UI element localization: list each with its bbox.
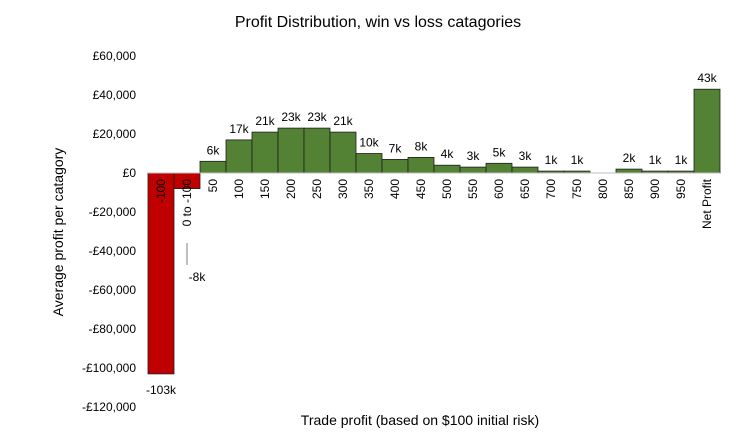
bar — [329, 131, 357, 174]
x-tick-label: 200 — [284, 179, 298, 199]
y-axis-label: Average profit per catagory — [50, 147, 66, 317]
bar — [693, 88, 721, 174]
data-label: 21k — [255, 114, 275, 128]
bar — [615, 168, 643, 174]
y-tick-label: -£40,000 — [89, 244, 137, 258]
data-label: 1k — [571, 153, 585, 167]
data-label: 6k — [207, 143, 221, 157]
x-tick-label: 400 — [388, 179, 402, 199]
x-tick-label: 550 — [466, 179, 480, 199]
y-tick-label: £20,000 — [93, 127, 137, 141]
data-label: -103k — [146, 383, 177, 397]
data-label: 1k — [649, 153, 663, 167]
bar — [407, 156, 435, 174]
x-tick-label: -100 — [154, 179, 168, 203]
data-label: 17k — [229, 122, 249, 136]
chart-title: Profit Distribution, win vs loss catagor… — [234, 14, 522, 31]
x-tick-label: 600 — [492, 179, 506, 199]
x-tick-label: 850 — [622, 179, 636, 199]
bar — [459, 166, 487, 174]
data-label: 1k — [545, 153, 559, 167]
data-label: 23k — [281, 110, 301, 124]
x-tick-label: 300 — [336, 179, 350, 199]
data-label: 5k — [493, 145, 507, 159]
y-tick-label: -£20,000 — [89, 205, 137, 219]
data-label: 4k — [441, 147, 455, 161]
y-tick-label: -£60,000 — [89, 283, 137, 297]
data-label: 2k — [623, 151, 637, 165]
data-label: 10k — [359, 136, 379, 150]
y-tick-label: -£80,000 — [89, 322, 137, 336]
x-tick-label: 800 — [596, 179, 610, 199]
data-label: 3k — [519, 149, 533, 163]
bar — [225, 139, 253, 174]
bar — [147, 172, 175, 375]
x-tick-label: 0 to -100 — [180, 179, 194, 227]
bar — [381, 158, 409, 174]
x-tick-label: 700 — [544, 179, 558, 199]
x-tick-label: 100 — [232, 179, 246, 199]
data-label: 23k — [307, 110, 327, 124]
x-tick-label: 650 — [518, 179, 532, 199]
bar — [355, 153, 383, 174]
x-tick-label: 950 — [674, 179, 688, 199]
data-label: 21k — [333, 114, 353, 128]
x-tick-label: 500 — [440, 179, 454, 199]
data-label: 1k — [675, 153, 689, 167]
y-tick-label: -£120,000 — [82, 400, 136, 414]
bar — [277, 127, 305, 174]
data-label: -8k — [189, 270, 207, 284]
bar — [485, 162, 513, 174]
x-tick-label: 50 — [206, 179, 220, 193]
data-label: 7k — [389, 141, 403, 155]
x-tick-label: 350 — [362, 179, 376, 199]
bar — [433, 164, 461, 174]
bar — [199, 160, 227, 174]
bar — [251, 131, 279, 174]
data-label: 43k — [697, 71, 717, 85]
x-tick-label: 750 — [570, 179, 584, 199]
y-tick-label: £40,000 — [93, 88, 137, 102]
x-tick-label: 450 — [414, 179, 428, 199]
x-tick-label: 150 — [258, 179, 272, 199]
y-tick-label: £60,000 — [93, 49, 137, 63]
y-tick-label: -£100,000 — [82, 361, 136, 375]
data-label: 3k — [467, 149, 481, 163]
data-label: 8k — [415, 139, 429, 153]
x-tick-label: 250 — [310, 179, 324, 199]
y-tick-label: £0 — [123, 166, 137, 180]
x-axis-label: Trade profit (based on $100 initial risk… — [300, 412, 540, 428]
x-tick-label: 900 — [648, 179, 662, 199]
bar — [511, 166, 539, 174]
x-tick-label: Net Profit — [700, 178, 714, 229]
bar — [303, 127, 331, 174]
